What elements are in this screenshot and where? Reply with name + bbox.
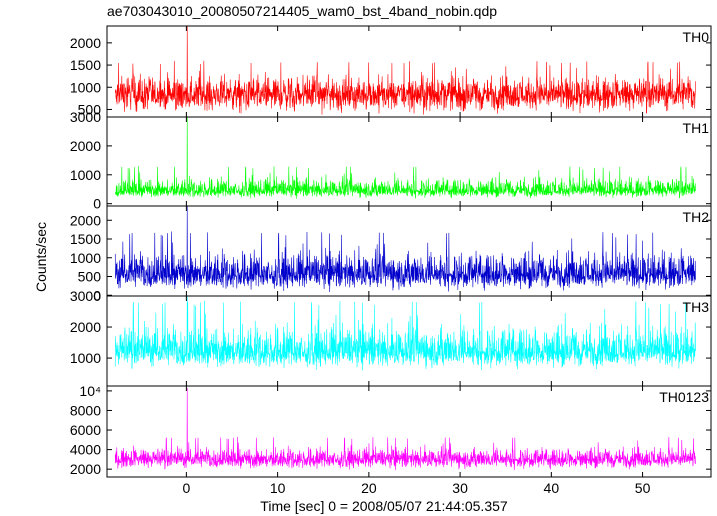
x-tick-label: 40 <box>544 480 560 496</box>
x-tick-label: 20 <box>361 480 377 496</box>
y-tick-label: 8000 <box>70 402 101 418</box>
y-tick-label: 1500 <box>70 231 101 247</box>
series-line-th1 <box>114 117 696 199</box>
chart-title: ae703043010_20080507214405_wam0_bst_4ban… <box>107 3 497 19</box>
y-tick-label: 1000 <box>70 350 101 366</box>
x-tick-label: 0 <box>182 480 190 496</box>
x-tick-label: 10 <box>270 480 286 496</box>
y-axis-label: Counts/sec <box>33 222 49 292</box>
y-tick-label: 10⁴ <box>79 383 101 399</box>
panel-th2: 0 500 1000 1500 2000 TH2 <box>70 205 712 303</box>
y-tick-label: 500 <box>78 269 102 285</box>
x-tick-label: 30 <box>452 480 468 496</box>
y-tick-label: 2000 <box>70 212 101 228</box>
series-label-th1: TH1 <box>683 120 710 136</box>
y-tick-label: 4000 <box>70 442 101 458</box>
y-tick-label: 0 <box>93 287 101 303</box>
series-line-th2 <box>114 206 696 292</box>
series-label-th0123: TH0123 <box>659 389 709 405</box>
y-tick-label: 3000 <box>70 109 101 125</box>
series-line-th0 <box>114 26 696 115</box>
y-tick-label: 1000 <box>70 250 101 266</box>
y-tick-label: 2000 <box>70 461 101 477</box>
x-tick-label: 50 <box>635 480 651 496</box>
panel-th1: 0 1000 2000 3000 TH1 <box>70 109 712 212</box>
y-tick-label: 1000 <box>70 79 101 95</box>
panel-th3: 1000 2000 3000 TH3 <box>70 288 712 387</box>
series-label-th3: TH3 <box>683 299 710 315</box>
y-tick-label: 6000 <box>70 422 101 438</box>
panel-th0123: 2000 4000 6000 8000 10⁴ TH0123 <box>70 383 712 478</box>
y-tick-label: 500 <box>78 101 102 117</box>
x-axis-label: Time [sec] 0 = 2008/05/07 21:44:05.357 <box>260 498 508 514</box>
y-tick-label: 3000 <box>70 288 101 304</box>
series-line-th0123 <box>114 387 696 471</box>
y-tick-label: 2000 <box>70 35 101 51</box>
series-line-th3 <box>114 296 696 371</box>
y-tick-label: 2000 <box>70 319 101 335</box>
panel-th0: 500 1000 1500 2000 TH0 <box>70 25 712 118</box>
y-tick-label: 1500 <box>70 57 101 73</box>
y-tick-label: 2000 <box>70 138 101 154</box>
panel-frame <box>106 385 712 478</box>
series-label-th0: TH0 <box>683 29 710 45</box>
y-tick-label: 0 <box>93 196 101 212</box>
series-label-th2: TH2 <box>683 209 710 225</box>
y-tick-label: 1000 <box>70 167 101 183</box>
